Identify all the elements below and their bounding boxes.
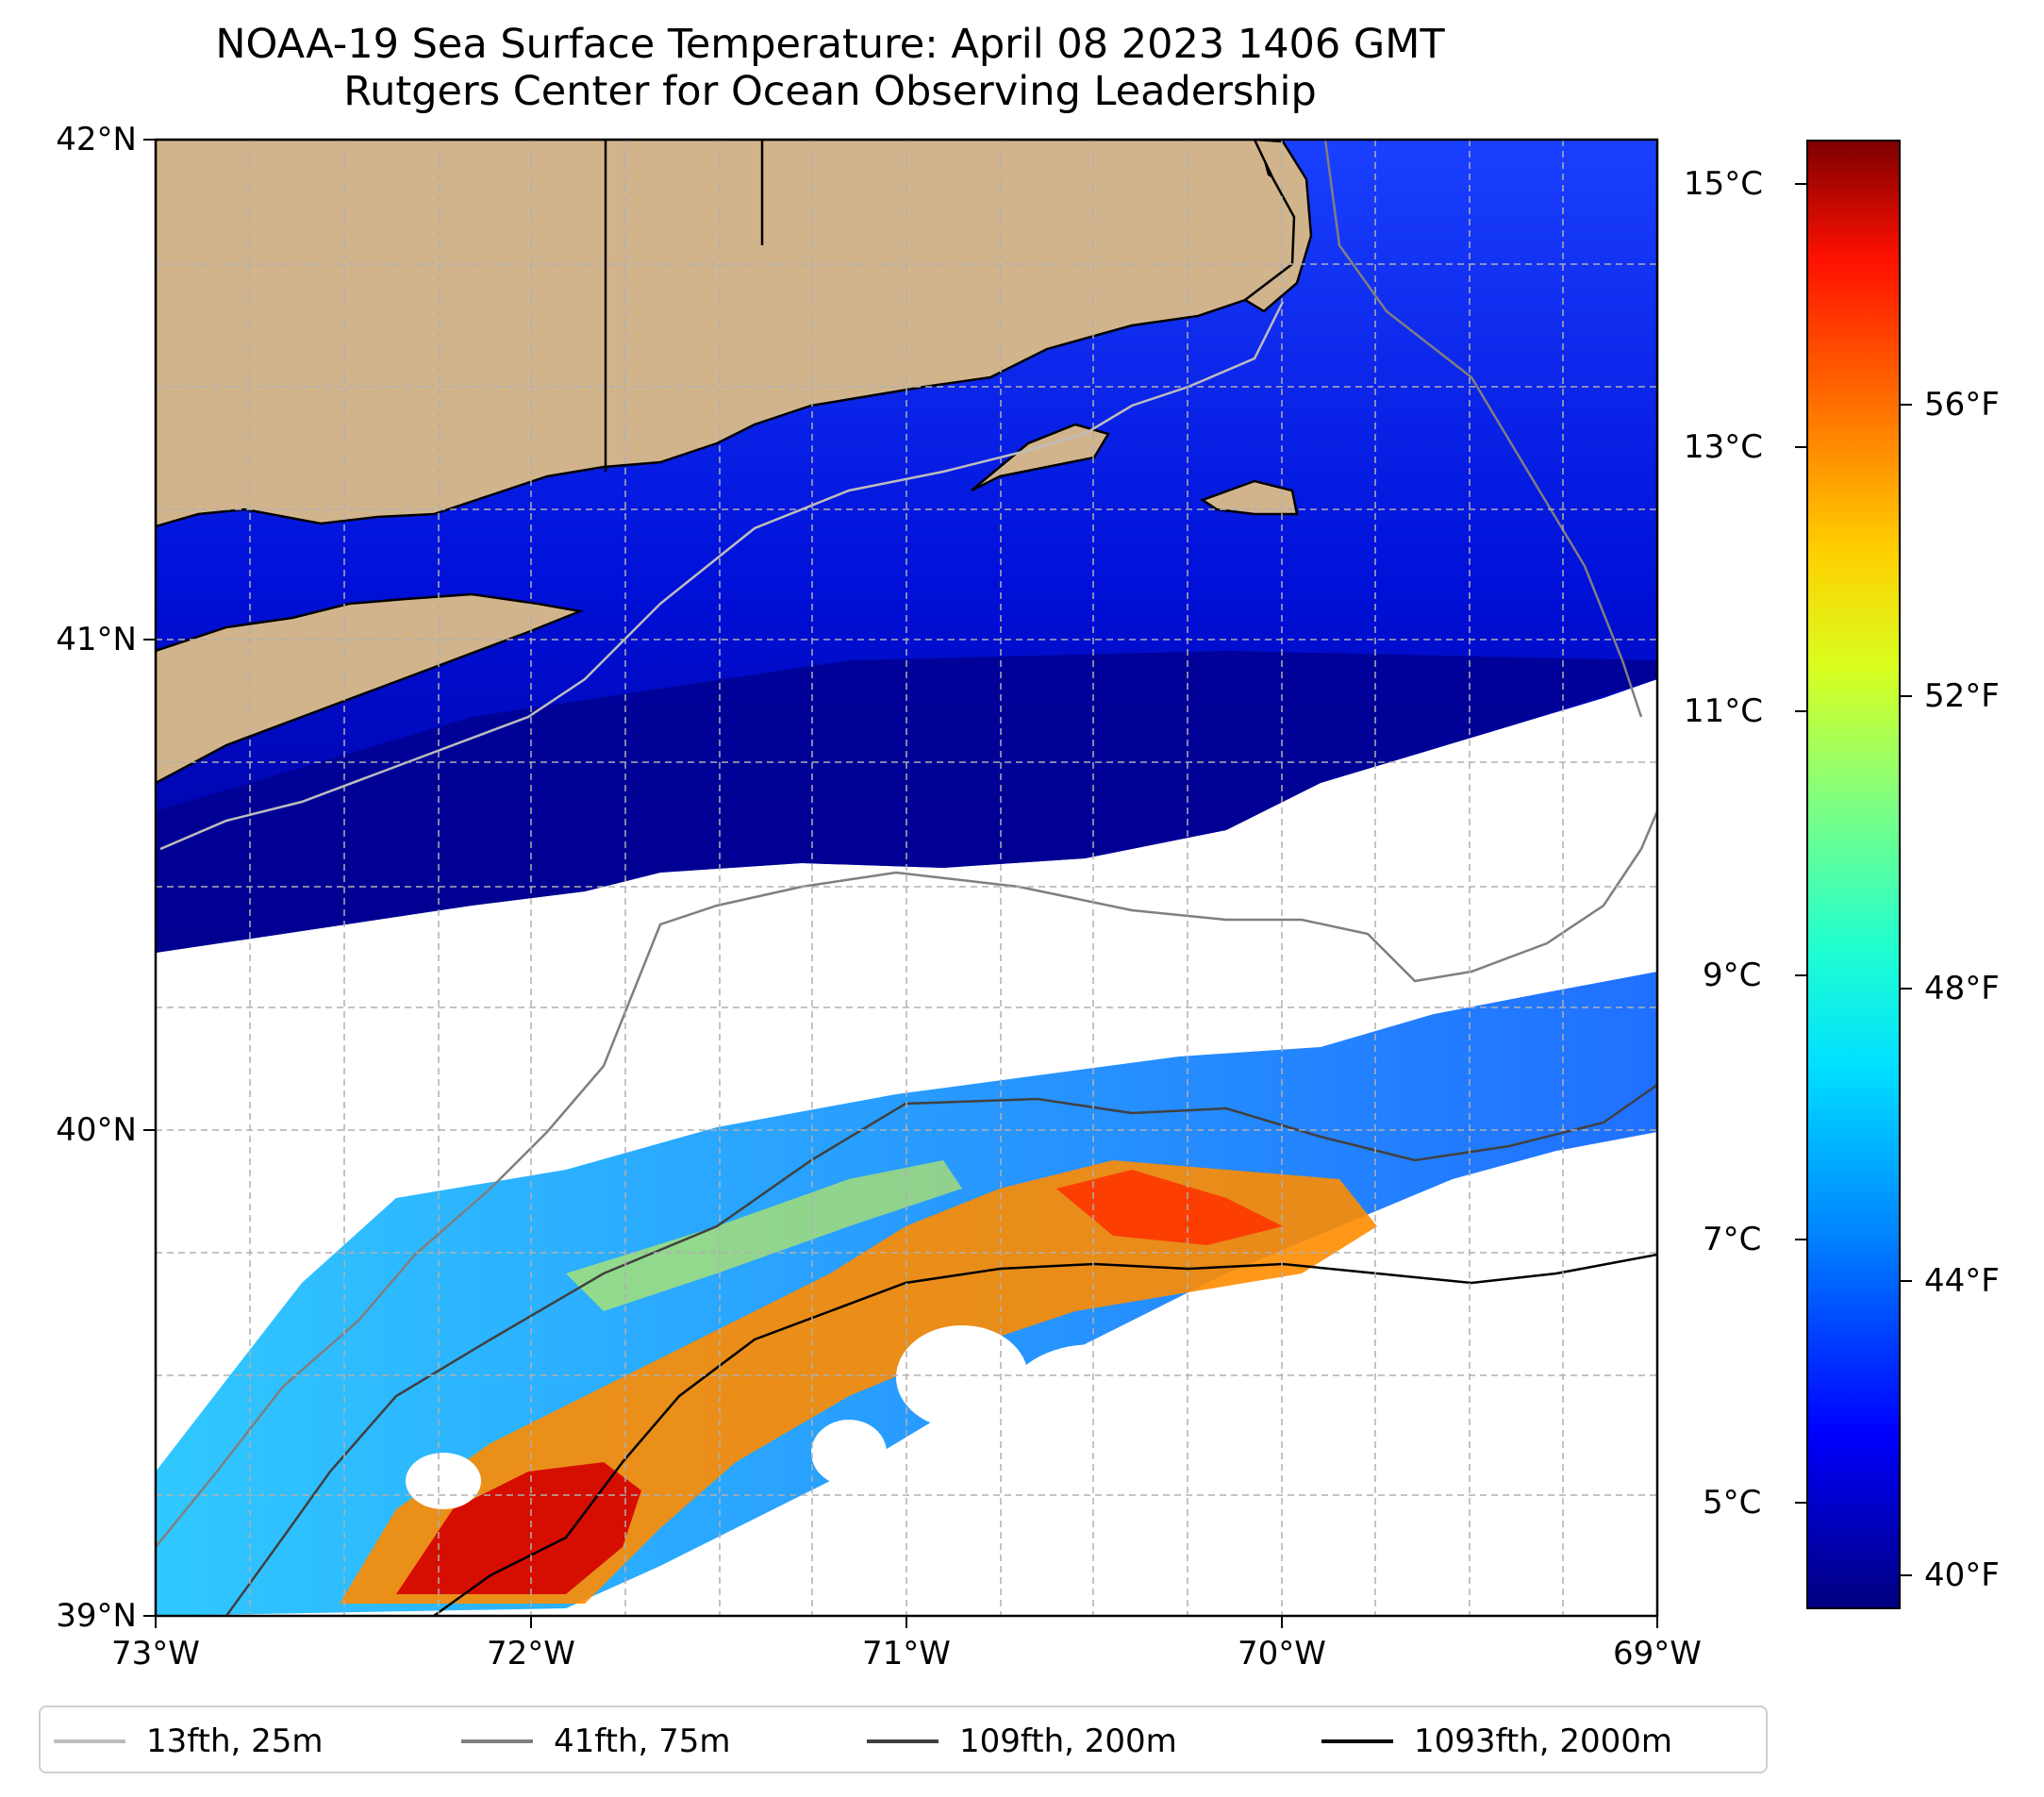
colorbar-fahrenheit-label: 40°F bbox=[1924, 1556, 2000, 1594]
legend-item-2000m: 1093fth, 2000m bbox=[1321, 1721, 1672, 1762]
colorbar-celsius-label: 5°C bbox=[1703, 1484, 1762, 1522]
legend-label: 13fth, 25m bbox=[146, 1722, 324, 1760]
south-yellow-band bbox=[566, 1160, 962, 1311]
legend-line-swatch bbox=[1321, 1739, 1393, 1743]
legend-item-25m: 13fth, 25m bbox=[54, 1721, 324, 1762]
legend-label: 109fth, 200m bbox=[959, 1722, 1177, 1760]
legend-label: 1093fth, 2000m bbox=[1414, 1722, 1673, 1760]
lat-tick-label: 39°N bbox=[56, 1597, 137, 1635]
colorbar-fahrenheit-label: 56°F bbox=[1924, 386, 2000, 424]
legend-item-200m: 109fth, 200m bbox=[867, 1721, 1177, 1762]
axis-ticks bbox=[143, 139, 1658, 1628]
colorbar-celsius-label: 11°C bbox=[1684, 692, 1764, 730]
cloud-gap-east bbox=[1226, 1179, 1657, 1616]
lat-tick-label: 40°N bbox=[56, 1111, 137, 1149]
colorbar-fahrenheit-label: 48°F bbox=[1924, 970, 2000, 1007]
legend-line-swatch bbox=[461, 1739, 533, 1743]
colorbar-ticks bbox=[1795, 183, 1912, 1576]
isobath-25m bbox=[159, 301, 1285, 851]
title-line-2: Rutgers Center for Ocean Observing Leade… bbox=[343, 68, 1317, 115]
land-nantucket bbox=[1200, 479, 1299, 516]
lat-tick-label: 42°N bbox=[56, 121, 137, 158]
lon-tick-label: 70°W bbox=[1238, 1635, 1326, 1672]
colorbar-celsius-label: 13°C bbox=[1684, 428, 1764, 466]
grid bbox=[156, 140, 1657, 1616]
colorbar-celsius-label: 9°C bbox=[1703, 957, 1762, 994]
isobath-legend: 13fth, 25m 41fth, 75m 109fth, 200m 1093f… bbox=[39, 1705, 1768, 1773]
colorbar-fahrenheit-label: 44°F bbox=[1924, 1262, 2000, 1300]
legend-line-swatch bbox=[54, 1739, 125, 1743]
lon-tick-label: 71°W bbox=[862, 1635, 951, 1672]
colorbar-celsius-label: 15°C bbox=[1684, 165, 1764, 203]
south-hot-patch bbox=[1056, 1170, 1283, 1245]
colorbar-fahrenheit-label: 52°F bbox=[1924, 677, 2000, 715]
isobath-75m-east bbox=[1323, 140, 1643, 718]
lon-tick-label: 72°W bbox=[487, 1635, 575, 1672]
cloud-gap bbox=[896, 1325, 1028, 1429]
map-title: NOAA-19 Sea Surface Temperature: April 0… bbox=[0, 21, 1660, 115]
lon-tick-label: 69°W bbox=[1613, 1635, 1702, 1672]
isobath-75m bbox=[156, 810, 1657, 1548]
colorbar-celsius-label: 7°C bbox=[1703, 1221, 1762, 1258]
cloud-gap bbox=[811, 1420, 887, 1486]
legend-item-75m: 41fth, 75m bbox=[461, 1721, 731, 1762]
cloud-gap bbox=[406, 1453, 481, 1509]
isobath-200m bbox=[224, 1083, 1657, 1616]
title-line-1: NOAA-19 Sea Surface Temperature: April 0… bbox=[215, 21, 1445, 68]
legend-line-swatch bbox=[867, 1739, 939, 1743]
temperature-colorbar bbox=[1806, 140, 1901, 1609]
land-marthas-vineyard bbox=[971, 423, 1110, 492]
lon-tick-label: 73°W bbox=[111, 1635, 200, 1672]
isobath-2000m bbox=[433, 1253, 1657, 1616]
land-cape-cod-arm bbox=[1242, 140, 1313, 313]
lat-tick-label: 41°N bbox=[56, 621, 137, 658]
legend-label: 41fth, 75m bbox=[554, 1722, 731, 1760]
cloud-gap bbox=[1009, 1344, 1179, 1448]
land-long-island bbox=[156, 592, 585, 785]
